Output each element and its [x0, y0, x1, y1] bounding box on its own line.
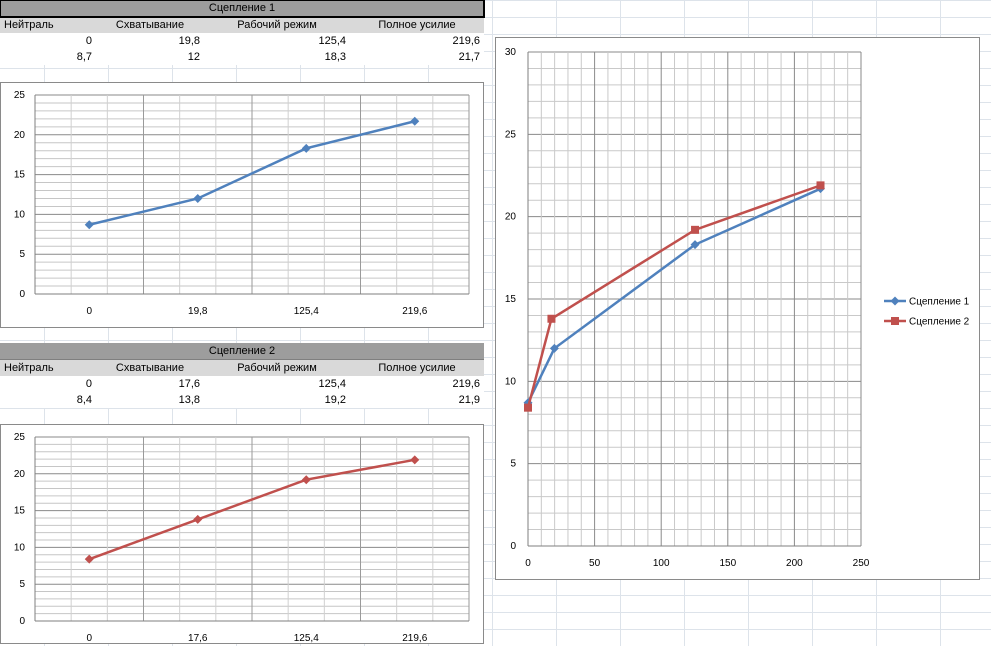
- series-line: [526, 184, 821, 408]
- data-point: [816, 181, 825, 190]
- y-tick-label: 5: [19, 249, 25, 260]
- header-cell[interactable]: Рабочий режим: [237, 362, 317, 374]
- y-tick-label: 5: [19, 579, 25, 590]
- table-row: 8,4 13,8 19,2 21,9: [0, 392, 484, 408]
- data-cell[interactable]: 19,2: [324, 394, 346, 406]
- data-cell[interactable]: 21,9: [458, 394, 480, 406]
- data-cell[interactable]: 219,6: [452, 35, 480, 47]
- header-cell[interactable]: Полное усилие: [378, 362, 456, 374]
- series-line: [88, 120, 416, 226]
- data-cell[interactable]: 8,7: [76, 51, 92, 63]
- y-tick-label: 25: [14, 90, 26, 101]
- y-tick-label: 25: [505, 129, 517, 140]
- data-cell[interactable]: 12: [187, 51, 200, 63]
- series-line: [526, 187, 822, 404]
- y-tick-label: 25: [14, 432, 26, 443]
- chart-comparison-plot: 0 5 10 15 20 25 30 0 50 100 150 200 250 Сцепление 1 Сц…: [505, 47, 970, 569]
- table-clutch-2: Сцепление 2 Нейтраль Схватывание Рабочий…: [0, 343, 484, 408]
- table-header-row: Нейтраль Схватывание Рабочий режим Полно…: [0, 360, 484, 376]
- x-tick-label: 219,6: [402, 633, 427, 643]
- data-cell[interactable]: 17,6: [178, 378, 200, 390]
- x-tick-label: 0: [86, 633, 92, 643]
- legend-marker: [891, 317, 899, 325]
- chart-clutch-1-plot: 0 5 10 15 20 25 0 19,8 125,4 219,6: [14, 90, 470, 317]
- data-point: [84, 220, 94, 230]
- table-row: 0 17,6 125,4 219,6: [0, 376, 484, 392]
- data-cell[interactable]: 125,4: [318, 35, 346, 47]
- data-cell[interactable]: 18,3: [324, 51, 346, 63]
- data-point: [193, 514, 203, 524]
- data-cell[interactable]: 125,4: [318, 378, 346, 390]
- table-clutch-1: Сцепление 1 Нейтраль Схватывание Рабочий…: [0, 0, 485, 65]
- y-tick-label: 10: [505, 376, 517, 387]
- x-tick-label: 50: [589, 558, 601, 569]
- y-tick-label: 0: [19, 289, 25, 300]
- data-cell[interactable]: 219,6: [452, 378, 480, 390]
- chart-clutch-2[interactable]: 0 5 10 15 20 25 0 17,6 125,4 219,6: [0, 424, 484, 644]
- y-tick-label: 15: [14, 506, 26, 517]
- y-tick-label: 10: [14, 209, 26, 220]
- data-cell[interactable]: 13,8: [178, 394, 200, 406]
- x-tick-label: 250: [853, 558, 870, 569]
- y-tick-label: 15: [14, 170, 26, 181]
- table-row: 0 19,8 125,4 219,6: [0, 33, 484, 49]
- y-tick-label: 20: [14, 469, 26, 480]
- y-tick-label: 5: [510, 459, 516, 470]
- x-tick-label: 17,6: [188, 633, 208, 643]
- chart-clutch-2-plot: 0 5 10 15 20 25 0 17,6 125,4 219,6: [14, 432, 470, 644]
- data-point: [301, 143, 311, 153]
- legend-label: Сцепление 2: [909, 317, 970, 328]
- y-tick-label: 20: [505, 212, 517, 223]
- header-cell[interactable]: Схватывание: [115, 19, 185, 31]
- data-point: [691, 225, 700, 234]
- data-cell[interactable]: 0: [85, 378, 92, 390]
- chart-clutch-1[interactable]: 0 5 10 15 20 25 0 19,8 125,4 219,6: [0, 82, 484, 328]
- legend-label: Сцепление 1: [909, 297, 970, 308]
- legend-marker: [890, 296, 900, 306]
- data-point: [193, 193, 203, 203]
- header-cell[interactable]: Нейтраль: [4, 19, 54, 31]
- data-point: [84, 554, 94, 564]
- y-tick-label: 0: [19, 616, 25, 627]
- data-point: [524, 403, 532, 412]
- table-header-row: Нейтраль Схватывание Рабочий режим Полно…: [0, 17, 484, 33]
- data-point: [410, 116, 420, 126]
- x-tick-label: 125,4: [294, 306, 319, 317]
- x-tick-label: 0: [86, 306, 92, 317]
- data-point: [690, 240, 700, 250]
- data-point: [547, 314, 556, 323]
- data-cell[interactable]: 21,7: [458, 51, 480, 63]
- x-tick-label: 125,4: [294, 633, 319, 643]
- x-tick-label: 100: [653, 558, 670, 569]
- data-cell[interactable]: 8,4: [76, 394, 92, 406]
- x-tick-label: 150: [719, 558, 736, 569]
- header-cell[interactable]: Рабочий режим: [237, 19, 317, 31]
- y-tick-label: 10: [14, 542, 26, 553]
- data-cell[interactable]: 19,8: [178, 35, 200, 47]
- data-cell[interactable]: 0: [85, 35, 92, 47]
- data-point: [549, 343, 559, 353]
- series-line: [88, 458, 415, 561]
- y-tick-label: 20: [14, 130, 26, 141]
- y-tick-label: 30: [505, 47, 517, 58]
- y-tick-label: 15: [505, 294, 517, 305]
- y-tick-label: 0: [510, 541, 516, 552]
- chart-comparison[interactable]: 0 5 10 15 20 25 30 0 50 100 150 200 250 Сцепление 1 Сц…: [495, 37, 980, 580]
- header-cell[interactable]: Нейтраль: [4, 362, 54, 374]
- table-title-cell[interactable]: Сцепление 1: [0, 0, 485, 18]
- table-title-cell[interactable]: Сцепление 2: [0, 343, 484, 360]
- x-tick-label: 200: [786, 558, 803, 569]
- x-tick-label: 219,6: [402, 306, 427, 317]
- x-tick-label: 0: [525, 558, 531, 569]
- header-cell[interactable]: Схватывание: [115, 362, 185, 374]
- table-row: 8,7 12 18,3 21,7: [0, 49, 484, 65]
- data-point: [301, 475, 311, 485]
- x-tick-label: 19,8: [188, 306, 208, 317]
- header-cell[interactable]: Полное усилие: [378, 19, 456, 31]
- data-point: [410, 455, 420, 465]
